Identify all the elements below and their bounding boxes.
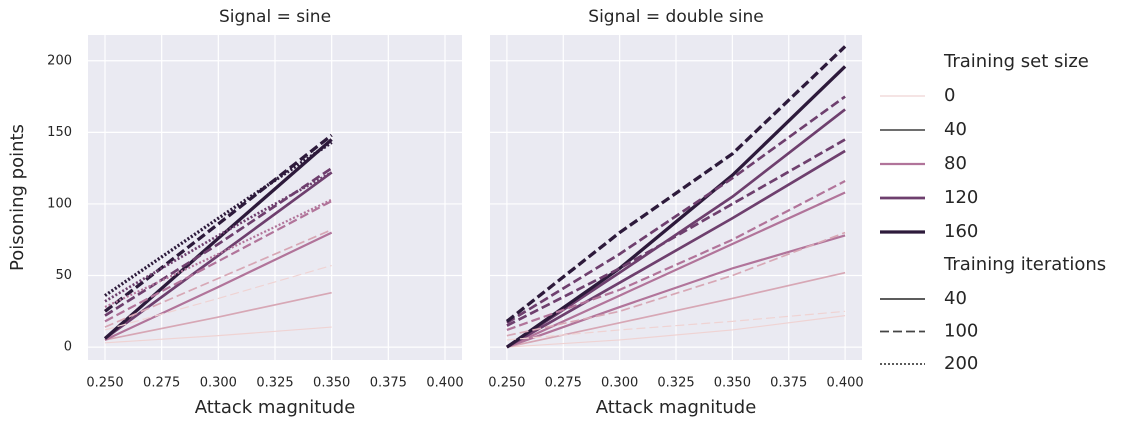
x-tick-label: 0.250	[488, 376, 525, 391]
x-tick-label: 0.350	[714, 376, 751, 391]
series-line	[104, 228, 333, 328]
y-axis-label: Poisoning points	[7, 124, 28, 271]
x-axis-label: Attack magnitude	[195, 397, 356, 418]
legend-label: 100	[944, 321, 978, 342]
x-tick-label: 0.275	[545, 376, 582, 391]
series-line	[505, 65, 847, 349]
y-tick-label: 200	[47, 53, 72, 68]
x-tick-label: 0.400	[426, 376, 463, 391]
legend-label: 40	[944, 288, 967, 309]
series-line	[104, 200, 333, 323]
series-line	[506, 315, 846, 348]
series-line	[103, 133, 333, 313]
series-line	[506, 191, 846, 349]
legend-title: Training set size	[943, 51, 1089, 72]
series-line	[104, 231, 333, 341]
x-tick-label: 0.350	[313, 376, 350, 391]
x-tick-label: 0.275	[143, 376, 180, 391]
x-tick-label: 0.375	[770, 376, 807, 391]
panel-title: Signal = double sine	[588, 7, 763, 27]
y-tick-label: 150	[47, 125, 72, 140]
series-line	[104, 171, 333, 303]
y-tick-label: 0	[64, 340, 72, 355]
x-tick-label: 0.375	[370, 376, 407, 391]
series-line	[104, 291, 332, 341]
series-line	[104, 326, 332, 344]
legend-title: Training iterations	[943, 254, 1106, 275]
series-line	[103, 138, 333, 340]
x-tick-label: 0.325	[256, 376, 293, 391]
series-line	[506, 149, 846, 349]
x-axis-label: Attack magnitude	[596, 397, 757, 418]
series-line	[506, 234, 846, 349]
x-tick-label: 0.250	[86, 376, 123, 391]
y-tick-label: 100	[47, 196, 72, 211]
legend-label: 40	[944, 119, 967, 140]
legend-label: 160	[944, 221, 978, 242]
series-line	[104, 141, 333, 297]
series-line	[104, 264, 332, 331]
x-tick-label: 0.300	[601, 376, 638, 391]
legend-label: 200	[944, 353, 978, 374]
series-line	[506, 180, 846, 331]
series-line	[505, 45, 847, 323]
legend-label: 0	[944, 85, 955, 106]
series-line	[104, 198, 333, 309]
series-line	[506, 231, 846, 337]
panel-title: Signal = sine	[219, 7, 331, 27]
y-tick-label: 50	[55, 268, 72, 283]
x-tick-label: 0.300	[200, 376, 237, 391]
series-line	[506, 95, 846, 324]
legend-label: 120	[944, 187, 978, 208]
series-line	[506, 310, 846, 341]
x-tick-label: 0.325	[657, 376, 694, 391]
x-tick-label: 0.400	[826, 376, 863, 391]
legend-label: 80	[944, 153, 967, 174]
